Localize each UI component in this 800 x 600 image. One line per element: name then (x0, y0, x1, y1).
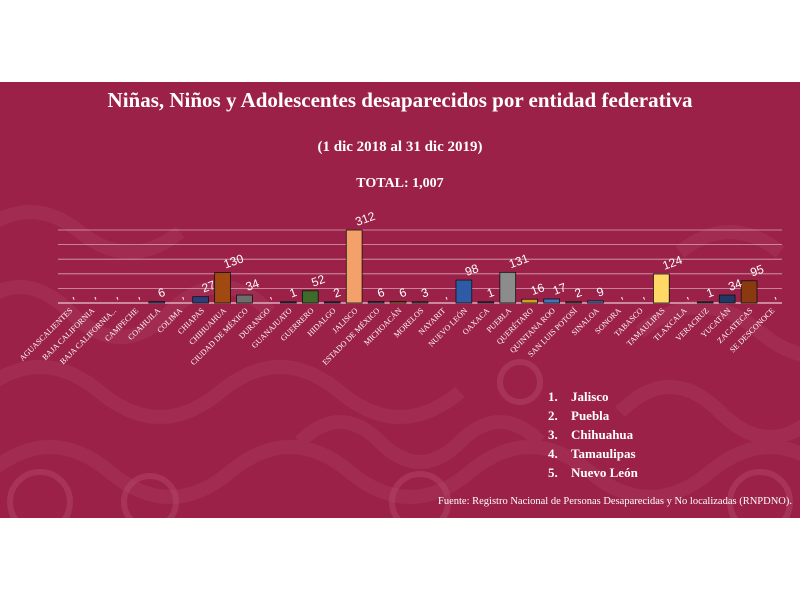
bar (236, 294, 253, 304)
bar (411, 301, 429, 304)
bar (587, 300, 604, 304)
bar (192, 296, 209, 304)
top-five-list: 1. Jalisco 2. Puebla 3. Chihuahua 4. Tamauli… (548, 387, 638, 482)
bar (367, 301, 385, 304)
bar (455, 279, 473, 304)
bar (214, 272, 231, 304)
top-five-item: 2. Puebla (548, 408, 610, 423)
bar (696, 301, 714, 304)
total-label: TOTAL: 1,007 (356, 176, 444, 191)
source-note: Fuente: Registro Nacional de Personas De… (438, 496, 792, 507)
value-label: , (90, 288, 98, 302)
bar (499, 271, 517, 304)
slide: Niñas, Niños y Adolescentes desaparecido… (0, 82, 800, 518)
chart-title: Niñas, Niños y Adolescentes desaparecido… (107, 88, 693, 112)
top-five-item: 3. Chihuahua (548, 427, 634, 442)
value-label: 9 (595, 284, 606, 300)
category-label: MICHOACÁN (362, 305, 404, 347)
value-label: , (617, 288, 625, 302)
bar (718, 294, 736, 304)
bar (543, 298, 560, 304)
value-label: 52 (310, 272, 328, 290)
chart-subtitle: (1 dic 2018 al 31 dic 2019) (317, 139, 483, 155)
bar (280, 301, 297, 304)
value-label: 1 (288, 285, 299, 301)
value-label: , (178, 288, 186, 302)
value-label: 6 (156, 285, 167, 301)
value-label: 131 (507, 251, 531, 271)
value-label: 17 (551, 280, 569, 298)
value-label: 130 (222, 251, 246, 271)
value-label: 2 (331, 285, 342, 301)
value-label: 6 (375, 285, 386, 301)
value-label: 27 (200, 278, 218, 296)
value-label: 34 (244, 276, 262, 294)
value-label: , (441, 288, 449, 302)
value-label: 1 (704, 285, 715, 301)
top-five-item: 1. Jalisco (548, 389, 609, 404)
top-five-item: 5. Nuevo León (548, 465, 638, 480)
value-label: , (770, 288, 778, 302)
value-label: 16 (529, 280, 547, 298)
value-label: , (639, 288, 647, 302)
value-label: 312 (353, 209, 377, 229)
bar (477, 301, 495, 304)
bar (740, 280, 758, 304)
bar (565, 301, 582, 304)
bar (389, 301, 407, 304)
background-pattern (0, 205, 800, 518)
bar (302, 290, 319, 304)
bar (521, 298, 538, 304)
bar (345, 229, 363, 304)
value-label: 95 (748, 262, 766, 280)
value-label: , (68, 288, 76, 302)
bar (653, 273, 670, 304)
value-label: , (683, 288, 691, 302)
value-label: , (112, 288, 120, 302)
value-label: , (134, 288, 142, 302)
value-label: 1 (485, 285, 496, 301)
value-label: 2 (573, 285, 584, 301)
value-label: 34 (726, 276, 744, 294)
value-label: 3 (419, 285, 430, 301)
value-label: 6 (397, 285, 408, 301)
value-label: 98 (463, 261, 481, 279)
bar (148, 301, 166, 304)
bar (323, 301, 341, 304)
bars (148, 229, 758, 304)
value-label: 124 (661, 253, 685, 273)
value-label: , (266, 288, 274, 302)
top-five-item: 4. Tamaulipas (548, 446, 636, 461)
